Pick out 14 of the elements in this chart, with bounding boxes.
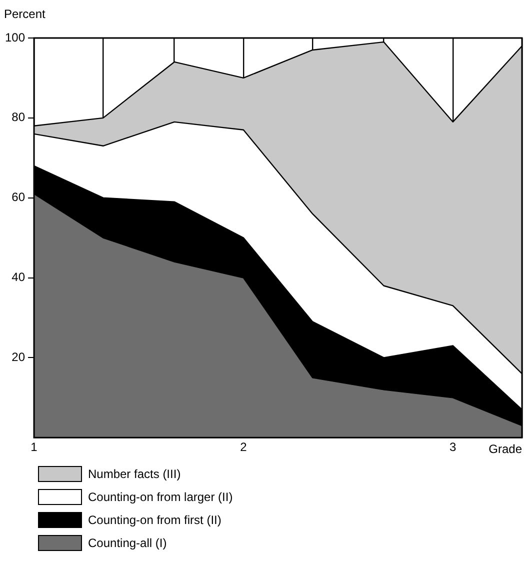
y-tick-label: 80 — [12, 110, 26, 124]
x-tick-label: 3 — [450, 440, 457, 454]
y-tick-label: 60 — [12, 190, 26, 204]
legend-label: Counting-all (I) — [88, 536, 167, 550]
legend-label: Counting-on from larger (II) — [88, 490, 233, 504]
y-axis-title: Percent — [4, 7, 46, 21]
x-axis-title: Grade — [488, 442, 522, 456]
x-tick-label: 2 — [240, 440, 248, 454]
y-tick-label: 100 — [4, 30, 26, 44]
legend-label: Number facts (III) — [88, 466, 181, 480]
x-tick-label: 1 — [30, 440, 38, 454]
y-tick-label: 20 — [12, 350, 26, 364]
legend-label: Counting-on from first (II) — [88, 512, 222, 526]
y-tick-label: 40 — [12, 270, 26, 284]
